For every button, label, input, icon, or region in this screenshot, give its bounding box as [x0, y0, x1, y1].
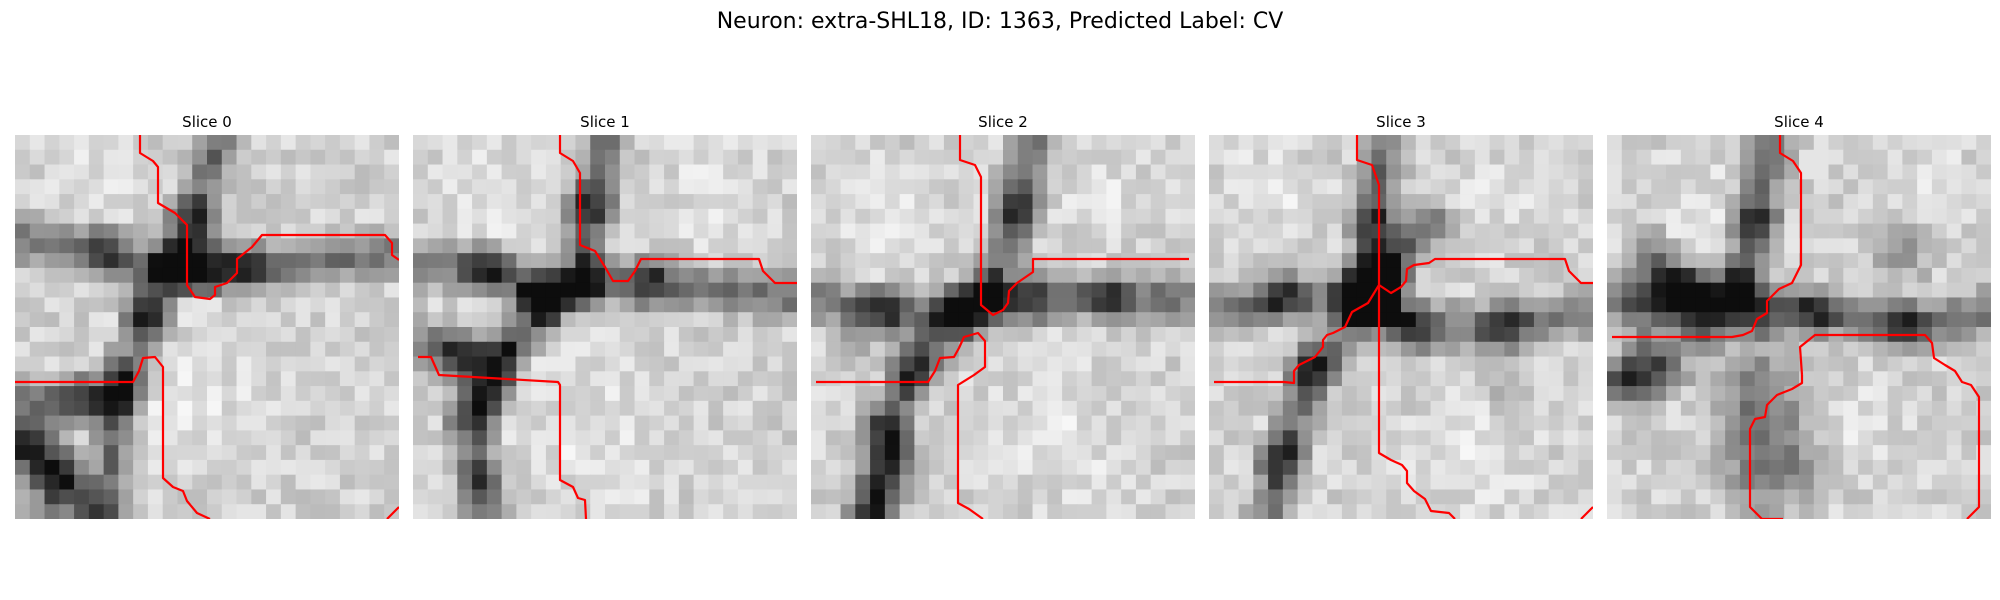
- slice-panel-3: Slice 3: [1209, 112, 1593, 519]
- segmentation-contour-0: [558, 135, 797, 285]
- slice-image: [1209, 135, 1593, 519]
- grayscale-pixel-grid: [811, 135, 1195, 519]
- segmentation-contour-1: [1378, 257, 1593, 295]
- slice-title: Slice 3: [1376, 113, 1426, 131]
- segmentation-contour-0: [958, 135, 1189, 317]
- grayscale-pixel-grid: [15, 135, 399, 519]
- segmentation-contour-0: [1612, 135, 1803, 339]
- slice-image: [1607, 135, 1991, 519]
- slice-title: Slice 2: [978, 113, 1028, 131]
- segmentation-contour-2: [1377, 285, 1456, 519]
- slice-title: Slice 0: [182, 113, 232, 131]
- slice-image: [413, 135, 797, 519]
- segmentation-contour-1: [418, 355, 588, 519]
- slice-title: Slice 4: [1774, 113, 1824, 131]
- segmentation-contour-1: [15, 355, 211, 519]
- segmentation-contour-2: [1748, 375, 1804, 519]
- grayscale-pixel-grid: [413, 135, 797, 519]
- segmentation-contour-2: [386, 506, 399, 519]
- segmentation-contour-0: [1214, 135, 1381, 385]
- slice-panel-2: Slice 2: [811, 112, 1195, 519]
- slice-image: [15, 135, 399, 519]
- segmentation-contour-1: [816, 331, 987, 519]
- segmentation-contour-3: [1580, 506, 1593, 519]
- slice-panel-1: Slice 1: [413, 112, 797, 519]
- slice-panel-0: Slice 0: [15, 112, 399, 519]
- figure-title: Neuron: extra-SHL18, ID: 1363, Predicted…: [716, 9, 1284, 34]
- grayscale-pixel-grid: [1607, 135, 1991, 519]
- slice-image: [811, 135, 1195, 519]
- segmentation-contour-0: [138, 135, 399, 301]
- slice-panel-4: Slice 4: [1607, 112, 1991, 519]
- slice-title: Slice 1: [580, 113, 630, 131]
- grayscale-pixel-grid: [1209, 135, 1593, 519]
- segmentation-contour-1: [1798, 333, 1981, 519]
